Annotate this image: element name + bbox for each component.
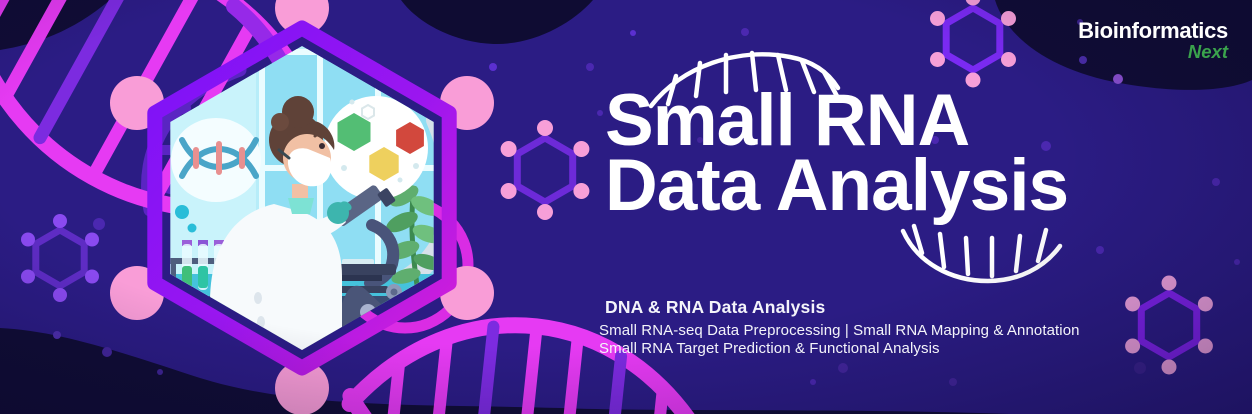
brand-name: Bioinformatics	[1078, 18, 1228, 43]
title-line-1: Small RNA	[605, 80, 970, 161]
brand-logo: Bioinformatics Next	[1078, 20, 1228, 62]
dna-strand-arc-top	[648, 50, 841, 109]
dna-helix-bottom	[341, 317, 712, 414]
molecule-hexagon-top-right	[930, 0, 1016, 88]
title-line-2: Data Analysis	[605, 145, 1069, 226]
hexagon-yellow	[369, 147, 399, 181]
dark-blob-top-center	[401, 0, 593, 44]
hexagon-green	[337, 113, 371, 151]
molecule-hexagon-left	[21, 214, 99, 302]
dark-blob-top-right	[995, 0, 1252, 90]
services-heading: DNA & RNA Data Analysis	[605, 297, 826, 317]
services-line-1: Small RNA-seq Data Preprocessing | Small…	[599, 322, 1080, 339]
scientist-mask	[287, 148, 332, 187]
hexagon-frame	[147, 20, 457, 376]
page-title: Small RNA Data Analysis	[605, 80, 1069, 226]
services-block: DNA & RNA Data Analysis Small RNA-seq Da…	[599, 297, 1080, 357]
molecule-hexagon-middle	[500, 120, 590, 220]
scientist-eye	[319, 143, 325, 149]
dark-blob-bottom-left	[0, 328, 1010, 414]
dna-strand-arc-bottom	[900, 223, 1063, 284]
scientist-hair-bun	[282, 96, 314, 128]
molecule-hexagon-bottom-right	[1125, 275, 1213, 375]
hexagon-red	[396, 122, 424, 154]
molecule-bubble	[324, 96, 428, 200]
thought-bubble-dna	[171, 118, 261, 233]
plant	[386, 185, 434, 293]
services-line-2: Small RNA Target Prediction & Functional…	[599, 339, 940, 357]
dark-blob-top-left	[0, 0, 110, 50]
brand-suffix: Next	[1187, 41, 1228, 62]
